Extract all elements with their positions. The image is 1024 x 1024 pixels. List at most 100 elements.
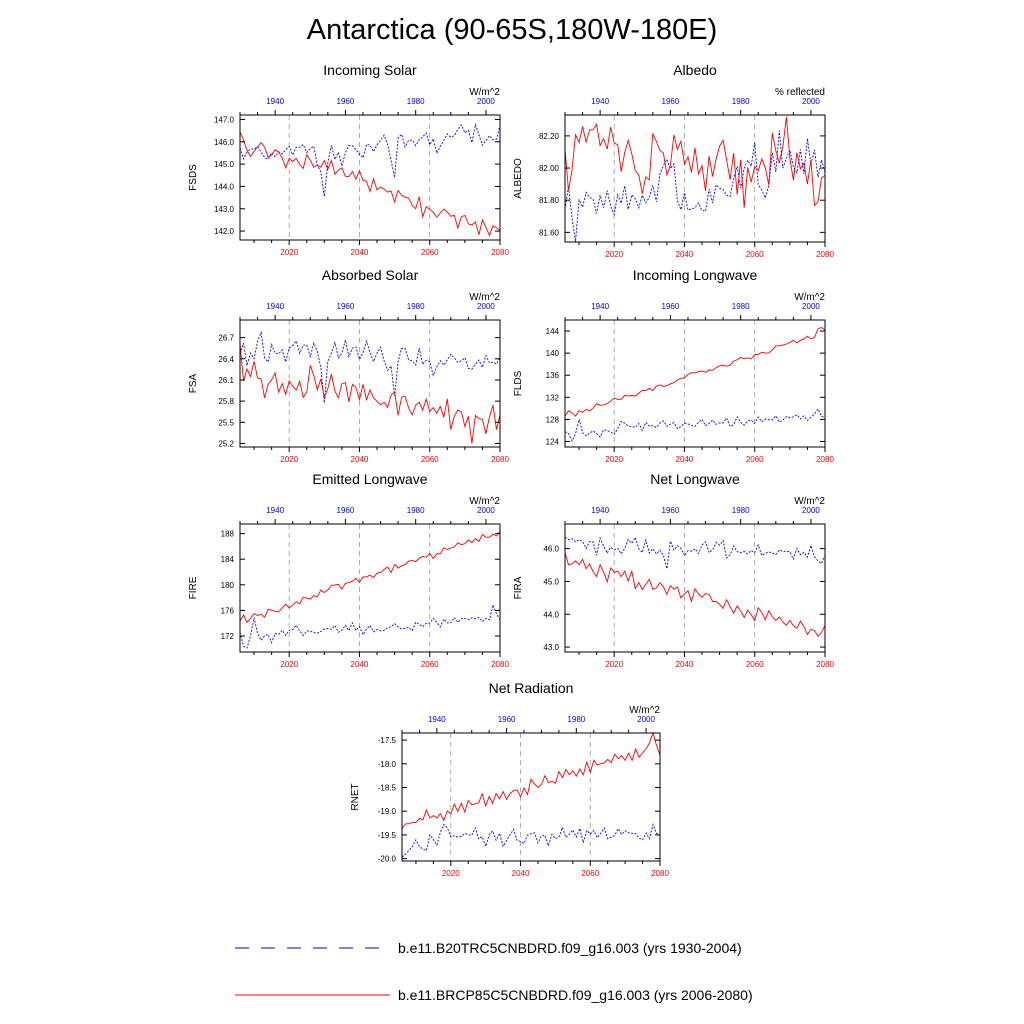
albedo-ytick-label: 81.80 <box>539 196 560 205</box>
incoming-solar-xtick-bottom-label: 2020 <box>280 248 298 257</box>
legend-line-rcp <box>235 994 390 996</box>
incoming-longwave-ytick-label: 140 <box>546 349 560 358</box>
incoming-solar-ytick-label: 142.0 <box>214 227 235 236</box>
emitted-longwave-frame <box>239 523 501 653</box>
emitted-longwave-ytick-label: 176 <box>221 606 235 615</box>
absorbed-solar-ylabel: FSA <box>188 373 199 393</box>
incoming-solar-ytick-label: 146.0 <box>214 138 235 147</box>
emitted-longwave-xtick-bottom-label: 2080 <box>491 660 509 669</box>
absorbed-solar-series-rcp <box>239 343 501 444</box>
net-longwave-units: W/m^2 <box>794 496 825 507</box>
emitted-longwave-series-rcp <box>239 531 501 624</box>
emitted-longwave-xtick-bottom-label: 2020 <box>280 660 298 669</box>
incoming-solar-xtick-top-label: 1980 <box>407 97 425 106</box>
absorbed-solar-ytick-label: 26.4 <box>218 355 234 364</box>
net-longwave-xtick-bottom-label: 2020 <box>605 660 623 669</box>
legend-line-hist <box>235 947 390 949</box>
albedo-xtick-top-label: 2000 <box>802 97 820 106</box>
incoming-longwave-xtick-bottom-label: 2020 <box>605 455 623 464</box>
incoming-longwave-ytick-label: 124 <box>546 437 560 446</box>
incoming-solar-ytick-label: 145.0 <box>214 160 235 169</box>
incoming-solar-xtick-top-label: 2000 <box>477 97 495 106</box>
net-radiation-series-rcp <box>401 731 661 829</box>
incoming-solar-xtick-top-label: 1960 <box>337 97 355 106</box>
emitted-longwave-xtick-bottom-label: 2040 <box>351 660 369 669</box>
chart-net-radiation: Net Radiation W/m^2 RNET -20.0 -19.5 -19.0 -18… <box>350 680 669 878</box>
albedo-units: % reflected <box>775 87 825 98</box>
page-title: Antarctica (90-65S,180W-180E) <box>306 14 718 46</box>
emitted-longwave-ytick-label: 188 <box>221 530 235 539</box>
incoming-longwave-units: W/m^2 <box>794 292 825 303</box>
emitted-longwave-ytick-label: 184 <box>221 555 235 564</box>
net-radiation-xtick-top-label: 1940 <box>428 715 446 724</box>
incoming-longwave-ytick-label: 144 <box>546 327 560 336</box>
incoming-solar-xtick-bottom-label: 2040 <box>351 248 369 257</box>
emitted-longwave-xtick-top-label: 1980 <box>407 506 425 515</box>
absorbed-solar-series-hist <box>239 330 501 403</box>
net-longwave-ytick-label: 43.0 <box>543 643 559 652</box>
albedo-xtick-top-label: 1960 <box>662 97 680 106</box>
net-longwave-xtick-bottom-label: 2040 <box>676 660 694 669</box>
emitted-longwave-title: Emitted Longwave <box>312 471 427 487</box>
net-radiation-xtick-top-label: 1960 <box>498 715 516 724</box>
absorbed-solar-xtick-bottom-label: 2040 <box>351 455 369 464</box>
net-radiation-xtick-top-label: 1980 <box>567 715 585 724</box>
chart-incoming-solar: Incoming Solar W/m^2 FSDS 142.0 143.0 144.0 14… <box>188 62 509 257</box>
incoming-longwave-xtick-top-label: 1980 <box>732 302 750 311</box>
incoming-longwave-ytick-label: 128 <box>546 415 560 424</box>
absorbed-solar-xtick-top-label: 1960 <box>337 302 355 311</box>
incoming-solar-ylabel: FSDS <box>188 164 199 191</box>
emitted-longwave-ytick-label: 172 <box>221 632 235 641</box>
absorbed-solar-ytick-label: 25.8 <box>218 397 234 406</box>
net-longwave-xtick-bottom-label: 2060 <box>746 660 764 669</box>
absorbed-solar-xtick-top-label: 2000 <box>477 302 495 311</box>
net-longwave-xtick-top-label: 1980 <box>732 506 750 515</box>
net-radiation-ytick-label: -18.0 <box>378 760 397 769</box>
absorbed-solar-xtick-bottom-label: 2020 <box>280 455 298 464</box>
incoming-longwave-series-hist <box>564 408 826 443</box>
emitted-longwave-ylabel: FIRE <box>188 576 199 599</box>
incoming-solar-xtick-bottom-label: 2080 <box>491 248 509 257</box>
absorbed-solar-frame <box>239 319 501 448</box>
albedo-xtick-top-label: 1940 <box>591 97 609 106</box>
incoming-solar-ytick-label: 143.0 <box>214 205 235 214</box>
incoming-longwave-ytick-label: 132 <box>546 393 560 402</box>
albedo-title: Albedo <box>673 62 717 78</box>
albedo-series-rcp <box>564 116 826 208</box>
net-longwave-ytick-label: 45.0 <box>543 577 559 586</box>
emitted-longwave-ytick-label: 180 <box>221 581 235 590</box>
incoming-longwave-xtick-bottom-label: 2080 <box>816 455 834 464</box>
absorbed-solar-xtick-bottom-label: 2080 <box>491 455 509 464</box>
incoming-longwave-series-rcp <box>564 326 826 417</box>
absorbed-solar-ytick-label: 25.5 <box>218 418 234 427</box>
albedo-ytick-label: 82.00 <box>539 164 560 173</box>
emitted-longwave-xtick-top-label: 1960 <box>337 506 355 515</box>
net-longwave-xtick-top-label: 1940 <box>591 506 609 515</box>
incoming-solar-ytick-label: 144.0 <box>214 182 235 191</box>
absorbed-solar-units: W/m^2 <box>469 292 500 303</box>
net-radiation-xtick-bottom-label: 2020 <box>442 869 460 878</box>
albedo-ytick-label: 82.20 <box>539 132 560 141</box>
emitted-longwave-xtick-top-label: 2000 <box>477 506 495 515</box>
albedo-xtick-bottom-label: 2060 <box>746 250 764 259</box>
incoming-solar-frame <box>239 114 501 241</box>
albedo-ytick-label: 81.60 <box>539 228 560 237</box>
net-radiation-series-hist <box>401 823 661 858</box>
incoming-longwave-ylabel: FLDS <box>513 370 524 396</box>
emitted-longwave-xtick-bottom-label: 2060 <box>421 660 439 669</box>
emitted-longwave-series-hist <box>239 603 501 649</box>
incoming-solar-xtick-top-label: 1940 <box>266 97 284 106</box>
incoming-solar-xtick-bottom-label: 2060 <box>421 248 439 257</box>
net-radiation-frame <box>401 732 661 862</box>
albedo-xtick-bottom-label: 2080 <box>816 250 834 259</box>
net-longwave-frame <box>564 523 826 653</box>
incoming-longwave-xtick-bottom-label: 2040 <box>676 455 694 464</box>
chart-incoming-longwave: Incoming Longwave W/m^2 FLDS 124 128 132 136 14… <box>513 267 834 464</box>
net-radiation-units: W/m^2 <box>629 705 660 716</box>
incoming-longwave-ytick-label: 136 <box>546 371 560 380</box>
absorbed-solar-ytick-label: 26.1 <box>218 376 234 385</box>
net-radiation-ytick-label: -18.5 <box>378 784 397 793</box>
incoming-longwave-xtick-top-label: 2000 <box>802 302 820 311</box>
net-longwave-title: Net Longwave <box>650 471 740 487</box>
